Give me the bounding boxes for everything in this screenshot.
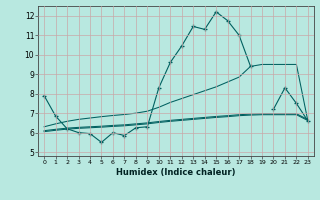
X-axis label: Humidex (Indice chaleur): Humidex (Indice chaleur) — [116, 168, 236, 177]
